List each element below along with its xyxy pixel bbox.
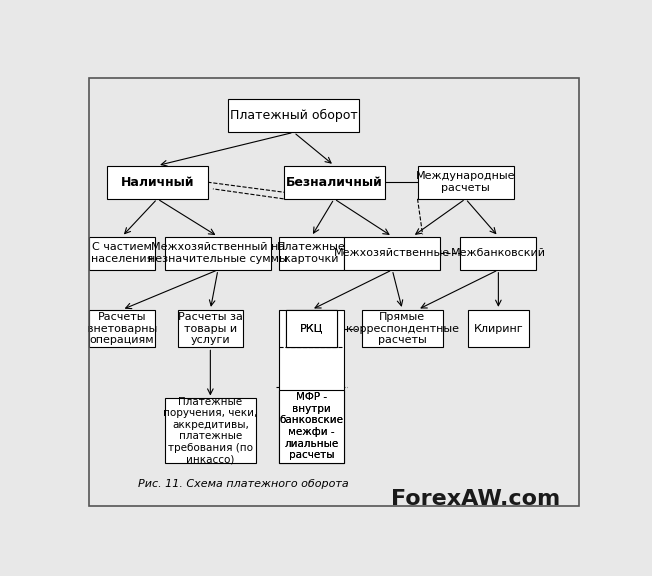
Text: РКЦ: РКЦ (300, 324, 323, 334)
Text: Платежные
поручения, чеки,
аккредитивы,
платежные
требования (по
инкассо): Платежные поручения, чеки, аккредитивы, … (163, 397, 258, 465)
Text: Межбанковский: Межбанковский (451, 248, 546, 258)
FancyBboxPatch shape (286, 310, 336, 347)
Text: С частием
населения: С частием населения (91, 242, 153, 264)
FancyBboxPatch shape (177, 310, 243, 347)
Text: МФР -
внутри
банковские
межфи -
лиальные
расчеты: МФР - внутри банковские межфи - лиальные… (280, 392, 344, 460)
Text: Платежный оборот: Платежный оборот (230, 109, 357, 122)
Text: Международные
расчеты: Международные расчеты (416, 172, 515, 193)
Text: Рис. 11. Схема платежного оборота: Рис. 11. Схема платежного оборота (138, 479, 349, 489)
FancyBboxPatch shape (107, 165, 208, 199)
FancyBboxPatch shape (344, 237, 440, 270)
FancyBboxPatch shape (89, 237, 155, 270)
FancyBboxPatch shape (286, 310, 336, 347)
FancyBboxPatch shape (228, 99, 359, 132)
Text: Межхозяйственный на
незначительные суммы: Межхозяйственный на незначительные суммы (148, 242, 288, 264)
Text: Расчеты
внетоварны
операциям: Расчеты внетоварны операциям (87, 312, 157, 345)
FancyBboxPatch shape (165, 237, 271, 270)
Text: Расчеты за
товары и
услуги: Расчеты за товары и услуги (178, 312, 243, 345)
FancyBboxPatch shape (278, 237, 344, 270)
Text: РКЦ: РКЦ (300, 324, 323, 334)
FancyBboxPatch shape (284, 165, 385, 199)
FancyBboxPatch shape (417, 165, 514, 199)
FancyBboxPatch shape (468, 310, 529, 347)
Text: Межхозяйственные: Межхозяйственные (334, 248, 451, 258)
Text: Безналичный: Безналичный (286, 176, 383, 189)
FancyBboxPatch shape (278, 389, 344, 463)
Text: ForexAW.com: ForexAW.com (391, 490, 560, 509)
FancyBboxPatch shape (89, 310, 155, 347)
Text: Прямые
корреспондентные
расчеты: Прямые корреспондентные расчеты (346, 312, 459, 345)
Text: Клиринг: Клиринг (473, 324, 523, 334)
Text: Наличный: Наличный (121, 176, 194, 189)
Text: МФР -
внутри
банковские
межфи -
лиальные
расчеты: МФР - внутри банковские межфи - лиальные… (280, 392, 344, 460)
FancyBboxPatch shape (460, 237, 537, 270)
Text: Платежные
карточки: Платежные карточки (277, 242, 346, 264)
FancyBboxPatch shape (278, 310, 344, 463)
FancyBboxPatch shape (165, 399, 256, 463)
FancyBboxPatch shape (362, 310, 443, 347)
